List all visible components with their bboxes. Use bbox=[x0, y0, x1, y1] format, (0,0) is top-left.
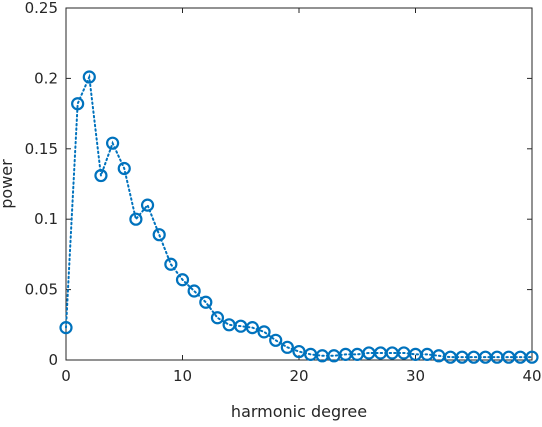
x-tick-label: 10 bbox=[173, 367, 192, 385]
y-tick-label: 0.25 bbox=[25, 0, 58, 17]
data-point bbox=[140, 198, 155, 212]
y-axis-label: power bbox=[0, 159, 16, 209]
plot-area bbox=[65, 7, 533, 361]
data-point bbox=[257, 325, 271, 339]
data-point bbox=[94, 168, 108, 183]
data-point bbox=[199, 295, 213, 309]
data-point bbox=[525, 350, 539, 364]
x-axis-ticks: 0 10 20 30 40 bbox=[61, 8, 542, 385]
data-point bbox=[269, 333, 283, 347]
x-tick-label: 20 bbox=[289, 367, 308, 385]
data-point bbox=[117, 161, 131, 176]
data-point bbox=[71, 97, 85, 111]
data-point bbox=[59, 321, 73, 335]
series-group bbox=[59, 70, 539, 364]
data-point bbox=[105, 136, 120, 150]
y-tick-label: 0.2 bbox=[34, 69, 58, 87]
data-point bbox=[129, 212, 143, 226]
y-tick-label: 0.1 bbox=[34, 210, 58, 228]
data-point bbox=[245, 321, 259, 335]
x-tick-label: 40 bbox=[522, 367, 541, 385]
data-point bbox=[152, 228, 166, 242]
data-point bbox=[82, 70, 96, 84]
y-tick-label: 0.15 bbox=[25, 140, 58, 158]
y-tick-label: 0.05 bbox=[25, 281, 58, 299]
data-point bbox=[187, 284, 201, 298]
y-axis-ticks: 0 0.05 0.1 0.15 0.2 0.25 bbox=[25, 0, 532, 369]
x-tick-label: 30 bbox=[406, 367, 425, 385]
data-point bbox=[280, 340, 294, 354]
x-tick-label: 0 bbox=[61, 367, 71, 385]
data-point bbox=[292, 344, 306, 359]
data-point bbox=[164, 257, 178, 271]
y-tick-label: 0 bbox=[48, 351, 58, 369]
data-point bbox=[210, 311, 225, 325]
data-point bbox=[175, 273, 190, 287]
x-axis-label: harmonic degree bbox=[231, 402, 367, 421]
